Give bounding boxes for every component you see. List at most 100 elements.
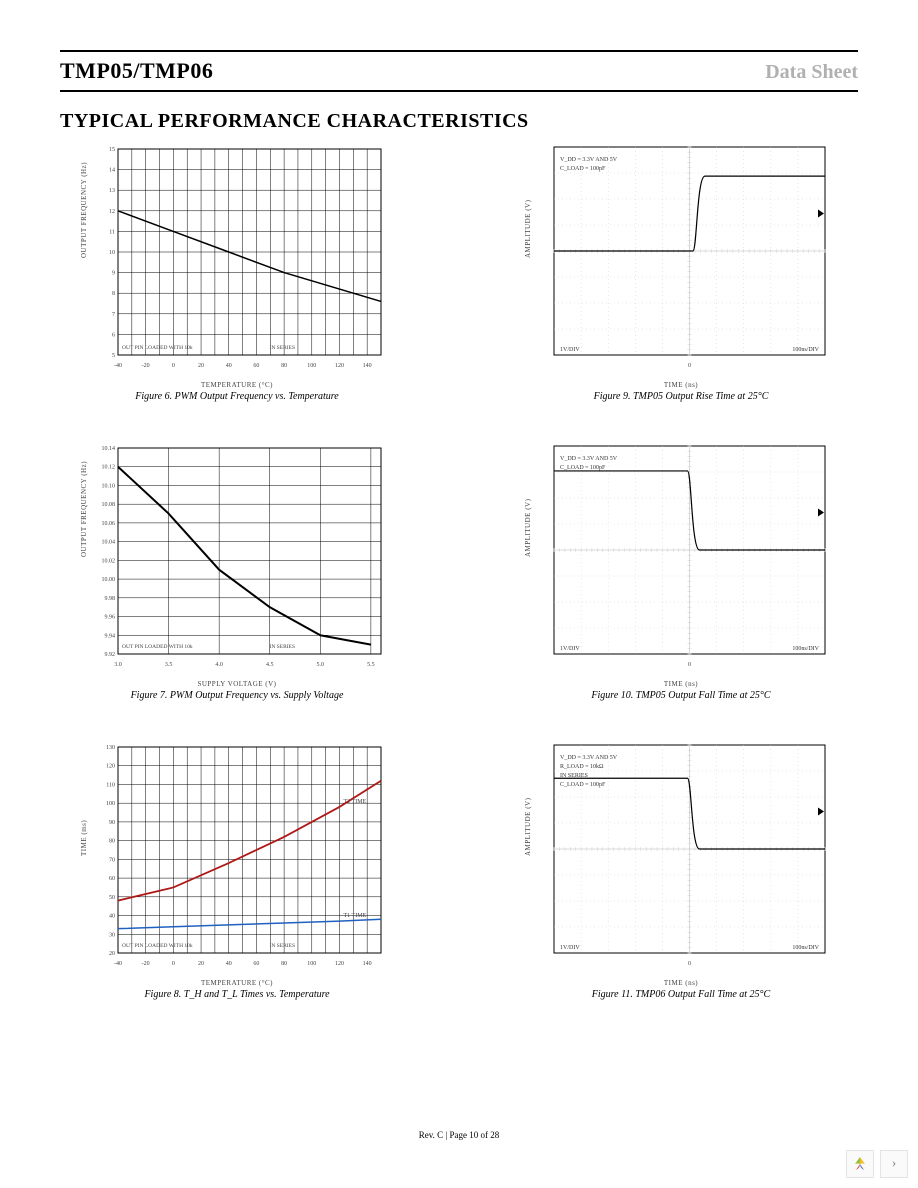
svg-text:IN SERIES: IN SERIES	[560, 773, 588, 779]
svg-text:OUT PIN LOADED WITH 10k: OUT PIN LOADED WITH 10k	[122, 943, 193, 949]
figure-10-plot: V_DD = 3.3V AND 5V C_LOAD = 100pF 1V/DIV 10…	[534, 442, 829, 672]
svg-text:0: 0	[688, 363, 691, 369]
svg-text:0: 0	[688, 961, 691, 967]
svg-text:3.0: 3.0	[114, 662, 122, 668]
svg-text:10.12: 10.12	[101, 465, 115, 471]
svg-text:40: 40	[225, 961, 231, 967]
corner-logo-icon[interactable]	[846, 1150, 874, 1178]
svg-text:5.0: 5.0	[316, 662, 324, 668]
svg-text:20: 20	[198, 961, 204, 967]
section-title: TYPICAL PERFORMANCE CHARACTERISTICS	[60, 110, 858, 133]
figure-10-ylabel: AMPLITUDE (V)	[524, 499, 532, 557]
figure-10-xlabel: TIME (ns)	[534, 680, 829, 688]
svg-text:5: 5	[112, 353, 115, 359]
svg-text:V_DD = 3.3V AND 5V: V_DD = 3.3V AND 5V	[560, 755, 618, 761]
svg-text:-40: -40	[114, 961, 122, 967]
svg-text:100: 100	[307, 363, 316, 369]
figure-9-xlabel: TIME (ns)	[534, 381, 829, 389]
figure-11: V_DD = 3.3V AND 5VR_LOAD = 10kΩIN SERIES…	[504, 741, 858, 1000]
svg-text:9.94: 9.94	[104, 633, 115, 639]
svg-text:140: 140	[362, 363, 371, 369]
figure-6-caption: Figure 6. PWM Output Frequency vs. Tempe…	[135, 391, 338, 402]
svg-text:120: 120	[106, 764, 115, 770]
figure-6-xlabel: TEMPERATURE (°C)	[90, 381, 385, 389]
svg-text:3.5: 3.5	[164, 662, 172, 668]
figure-10: V_DD = 3.3V AND 5V C_LOAD = 100pF 1V/DIV 10…	[504, 442, 858, 701]
svg-text:8: 8	[112, 291, 115, 297]
svg-text:1V/DIV: 1V/DIV	[560, 945, 580, 951]
svg-text:10.04: 10.04	[101, 540, 115, 546]
figure-8: -40-200204060801001201402030405060708090…	[60, 741, 414, 1000]
svg-text:10.14: 10.14	[101, 446, 115, 452]
figure-9-ylabel: AMPLITUDE (V)	[524, 200, 532, 258]
svg-text:C_LOAD = 100pF: C_LOAD = 100pF	[560, 782, 606, 788]
svg-text:12: 12	[109, 209, 115, 215]
corner-next-icon[interactable]: ›	[880, 1150, 908, 1178]
svg-text:10.02: 10.02	[101, 558, 115, 564]
part-number: TMP05/TMP06	[60, 58, 213, 84]
svg-text:13: 13	[109, 188, 115, 194]
figure-7-plot: 3.03.54.04.55.05.59.929.949.969.9810.001…	[90, 442, 385, 672]
svg-text:9.92: 9.92	[104, 652, 115, 658]
svg-text:0: 0	[171, 363, 174, 369]
svg-text:10.10: 10.10	[101, 483, 115, 489]
svg-text:C_LOAD = 100pF: C_LOAD = 100pF	[560, 166, 606, 172]
figure-6: -40-200204060801001201405678910111213141…	[60, 143, 414, 402]
svg-text:4.0: 4.0	[215, 662, 223, 668]
svg-text:130: 130	[106, 745, 115, 751]
figure-11-xlabel: TIME (ns)	[534, 979, 829, 987]
svg-text:100: 100	[307, 961, 316, 967]
header-rule-top	[60, 50, 858, 52]
svg-text:20: 20	[198, 363, 204, 369]
svg-text:80: 80	[281, 363, 287, 369]
svg-text:4.5: 4.5	[265, 662, 273, 668]
svg-text:40: 40	[225, 363, 231, 369]
svg-text:-20: -20	[141, 961, 149, 967]
svg-text:120: 120	[334, 961, 343, 967]
header-bar: TMP05/TMP06 Data Sheet	[60, 54, 858, 88]
svg-text:10: 10	[109, 250, 115, 256]
svg-text:-40: -40	[114, 363, 122, 369]
svg-text:-20: -20	[141, 363, 149, 369]
figure-11-plot: V_DD = 3.3V AND 5VR_LOAD = 10kΩIN SERIES…	[534, 741, 829, 971]
figure-8-caption: Figure 8. T_H and T_L Times vs. Temperat…	[144, 989, 329, 1000]
svg-text:IN SERIES: IN SERIES	[269, 943, 295, 949]
svg-text:60: 60	[109, 876, 115, 882]
figure-9-caption: Figure 9. TMP05 Output Rise Time at 25°C	[594, 391, 769, 402]
page-footer: Rev. C | Page 10 of 28	[0, 1130, 918, 1140]
svg-text:10.06: 10.06	[101, 521, 115, 527]
doc-type: Data Sheet	[765, 61, 858, 84]
svg-text:20: 20	[109, 951, 115, 957]
svg-text:1V/DIV: 1V/DIV	[560, 646, 580, 652]
svg-text:100ns/DIV: 100ns/DIV	[792, 347, 819, 353]
svg-text:6: 6	[112, 332, 115, 338]
svg-text:0: 0	[688, 662, 691, 668]
svg-text:10.08: 10.08	[101, 502, 115, 508]
svg-text:9.96: 9.96	[104, 615, 115, 621]
svg-text:40: 40	[109, 914, 115, 920]
figure-7-caption: Figure 7. PWM Output Frequency vs. Suppl…	[131, 690, 344, 701]
svg-text:120: 120	[334, 363, 343, 369]
figure-10-caption: Figure 10. TMP05 Output Fall Time at 25°…	[591, 690, 770, 701]
figure-8-xlabel: TEMPERATURE (°C)	[90, 979, 385, 987]
svg-text:IN SERIES: IN SERIES	[269, 644, 295, 650]
svg-text:100ns/DIV: 100ns/DIV	[792, 945, 819, 951]
svg-text:140: 140	[362, 961, 371, 967]
figure-7-xlabel: SUPPLY VOLTAGE (V)	[90, 680, 385, 688]
svg-text:OUT PIN LOADED WITH 10k: OUT PIN LOADED WITH 10k	[122, 644, 193, 650]
svg-text:IN SERIES: IN SERIES	[269, 345, 295, 351]
svg-text:9.98: 9.98	[104, 596, 115, 602]
svg-text:7: 7	[112, 312, 115, 318]
svg-text:V_DD = 3.3V AND 5V: V_DD = 3.3V AND 5V	[560, 157, 618, 163]
svg-text:100: 100	[106, 801, 115, 807]
svg-text:C_LOAD = 100pF: C_LOAD = 100pF	[560, 465, 606, 471]
svg-text:V_DD = 3.3V AND 5V: V_DD = 3.3V AND 5V	[560, 456, 618, 462]
svg-text:60: 60	[253, 961, 259, 967]
svg-text:10.00: 10.00	[101, 577, 115, 583]
svg-text:9: 9	[112, 271, 115, 277]
figure-8-ylabel: TIME (ms)	[80, 820, 88, 856]
svg-text:100ns/DIV: 100ns/DIV	[792, 646, 819, 652]
svg-text:T2 TIME: T2 TIME	[343, 799, 366, 805]
figure-9-plot: V_DD = 3.3V AND 5VC_LOAD = 100pF1V/DIV10…	[534, 143, 829, 373]
header-rule-bot	[60, 90, 858, 92]
